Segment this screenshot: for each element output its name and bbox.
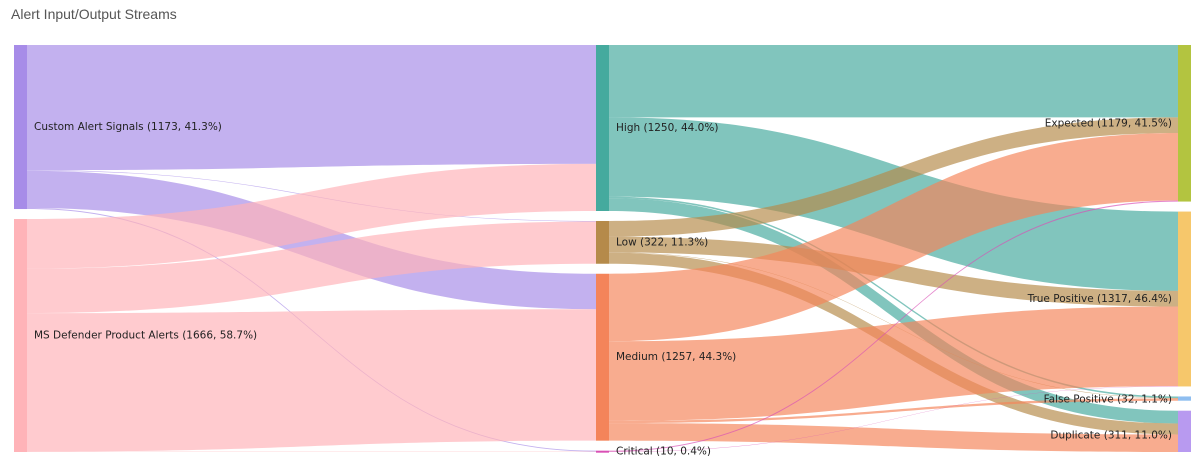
- link-high-to-falsepos[interactable]: [609, 196, 1178, 399]
- links-layer: [27, 45, 1178, 452]
- link-high-to-expected[interactable]: [609, 45, 1178, 118]
- link-custom-to-high[interactable]: [27, 45, 596, 171]
- node-label-duplicate: Duplicate (311, 11.0%): [1050, 429, 1172, 441]
- node-label-defender: MS Defender Product Alerts (1666, 58.7%): [34, 330, 257, 342]
- node-low[interactable]: [596, 220, 609, 264]
- link-low-to-truepos[interactable]: [609, 236, 1178, 307]
- node-critical[interactable]: [596, 450, 609, 453]
- nodes-layer: [14, 45, 1191, 453]
- node-custom[interactable]: [14, 45, 27, 210]
- link-high-to-duplicate[interactable]: [609, 198, 1178, 424]
- node-label-expected: Expected (1179, 41.5%): [1045, 117, 1172, 129]
- link-defender-to-high[interactable]: [27, 163, 596, 269]
- node-label-medium: Medium (1257, 44.3%): [616, 351, 736, 363]
- node-label-falsepos: False Positive (32, 1.1%): [1044, 394, 1172, 406]
- node-high[interactable]: [596, 45, 609, 211]
- node-medium[interactable]: [596, 273, 609, 441]
- link-low-to-expected[interactable]: [609, 117, 1178, 237]
- node-label-truepos: True Positive (1317, 46.4%): [1027, 293, 1172, 305]
- link-medium-to-truepos[interactable]: [609, 306, 1178, 421]
- node-falsepos[interactable]: [1178, 396, 1191, 401]
- link-defender-to-medium[interactable]: [27, 309, 596, 452]
- link-medium-to-falsepos[interactable]: [609, 398, 1178, 424]
- chart-title: Alert Input/Output Streams: [11, 6, 177, 22]
- labels-layer: Custom Alert Signals (1173, 41.3%) MS Def…: [34, 117, 1172, 457]
- node-truepos[interactable]: [1178, 211, 1191, 387]
- link-custom-to-medium[interactable]: [27, 170, 596, 310]
- node-label-custom: Custom Alert Signals (1173, 41.3%): [34, 121, 222, 133]
- link-medium-to-expected[interactable]: [609, 133, 1178, 342]
- node-defender[interactable]: [14, 219, 27, 452]
- node-expected[interactable]: [1178, 45, 1191, 202]
- node-duplicate[interactable]: [1178, 410, 1191, 452]
- link-medium-to-duplicate[interactable]: [609, 423, 1178, 452]
- link-critical-to-expected[interactable]: [609, 200, 1178, 452]
- node-label-high: High (1250, 44.0%): [616, 122, 718, 134]
- node-label-critical: Critical (10, 0.4%): [616, 446, 711, 458]
- link-defender-to-low[interactable]: [27, 221, 596, 314]
- node-label-low: Low (322, 11.3%): [616, 236, 708, 248]
- link-critical-to-truepos[interactable]: [609, 386, 1178, 452]
